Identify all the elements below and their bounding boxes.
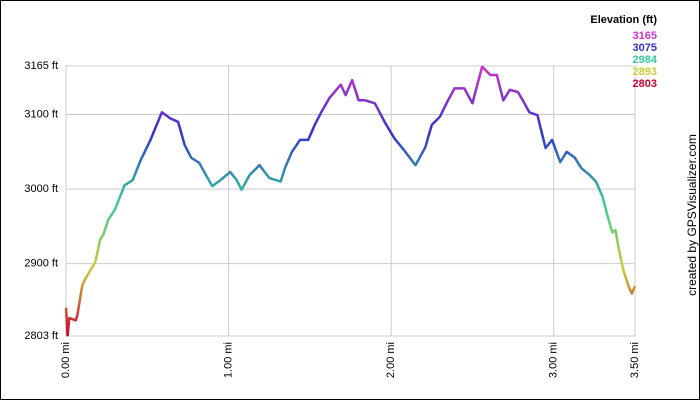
x-tick-label: 3.50 mi bbox=[629, 342, 641, 378]
y-tick-label: 3100 ft bbox=[24, 108, 58, 120]
legend-value: 3165 bbox=[633, 30, 657, 42]
legend-value: 2803 bbox=[633, 78, 657, 90]
y-tick-label: 2900 ft bbox=[24, 258, 58, 270]
legend-value: 3075 bbox=[633, 42, 657, 54]
credit: created by GPSVisualizer.com bbox=[685, 134, 699, 296]
x-tick-label: 3.00 mi bbox=[548, 342, 560, 378]
x-tick-label: 1.00 mi bbox=[222, 342, 234, 378]
y-tick-label: 3165 ft bbox=[24, 60, 58, 72]
y-tick-label: 3000 ft bbox=[24, 183, 58, 195]
y-tick-label: 2803 ft bbox=[24, 330, 58, 342]
x-tick-label: 0.00 mi bbox=[60, 342, 72, 378]
x-tick-label: 2.00 mi bbox=[385, 342, 397, 378]
legend-title: Elevation (ft) bbox=[590, 14, 657, 26]
legend-value: 2893 bbox=[633, 66, 657, 78]
legend-value: 2984 bbox=[633, 54, 658, 66]
plot-area bbox=[65, 65, 636, 337]
elevation-line bbox=[64, 65, 637, 337]
